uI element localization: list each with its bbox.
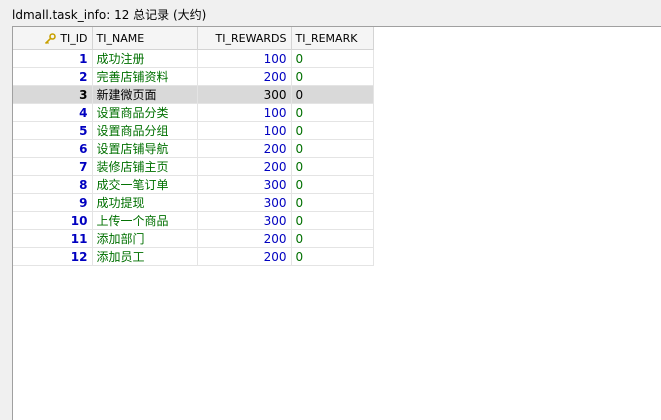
cell-ti-id[interactable]: 2: [13, 67, 93, 86]
cell-ti-rewards[interactable]: 300: [197, 193, 292, 212]
column-header-ti-rewards[interactable]: TI_REWARDS: [197, 27, 292, 50]
cell-ti-id[interactable]: 1: [13, 49, 93, 68]
cell-ti-rewards[interactable]: 200: [197, 247, 292, 266]
table-row[interactable]: 9 成功提现 300 0: [13, 193, 374, 212]
column-header-ti-name[interactable]: TI_NAME: [92, 27, 198, 50]
cell-ti-rewards[interactable]: 100: [197, 103, 292, 122]
column-header-label: TI_ID: [60, 31, 88, 45]
table-row[interactable]: 12 添加员工 200 0: [13, 247, 374, 266]
cell-ti-name[interactable]: 添加部门: [92, 229, 198, 248]
cell-ti-remark[interactable]: 0: [291, 139, 374, 158]
cell-ti-name[interactable]: 上传一个商品: [92, 211, 198, 230]
data-grid: TI_ID TI_NAME TI_REWARDS TI_REMARK 1 成功注册…: [13, 27, 374, 266]
cell-ti-id[interactable]: 6: [13, 139, 93, 158]
cell-ti-remark[interactable]: 0: [291, 211, 374, 230]
table-row[interactable]: 6 设置店铺导航 200 0: [13, 139, 374, 158]
cell-ti-id[interactable]: 3: [13, 85, 93, 104]
table-row[interactable]: 10 上传一个商品 300 0: [13, 211, 374, 230]
table-title: ldmall.task_info: 12 总记录 (大约): [12, 8, 207, 22]
cell-ti-id[interactable]: 7: [13, 157, 93, 176]
cell-ti-id[interactable]: 4: [13, 103, 93, 122]
cell-ti-rewards[interactable]: 100: [197, 49, 292, 68]
cell-ti-name[interactable]: 添加员工: [92, 247, 198, 266]
cell-ti-rewards[interactable]: 100: [197, 121, 292, 140]
cell-ti-name[interactable]: 设置店铺导航: [92, 139, 198, 158]
cell-ti-id[interactable]: 9: [13, 193, 93, 212]
cell-ti-remark[interactable]: 0: [291, 103, 374, 122]
table-row[interactable]: 11 添加部门 200 0: [13, 229, 374, 248]
cell-ti-id[interactable]: 10: [13, 211, 93, 230]
cell-ti-remark[interactable]: 0: [291, 85, 374, 104]
cell-ti-name[interactable]: 新建微页面: [92, 85, 198, 104]
cell-ti-rewards[interactable]: 300: [197, 211, 292, 230]
cell-ti-remark[interactable]: 0: [291, 121, 374, 140]
column-header-ti-remark[interactable]: TI_REMARK: [291, 27, 374, 50]
cell-ti-name[interactable]: 设置商品分组: [92, 121, 198, 140]
cell-ti-remark[interactable]: 0: [291, 175, 374, 194]
cell-ti-remark[interactable]: 0: [291, 247, 374, 266]
table-row[interactable]: 7 装修店铺主页 200 0: [13, 157, 374, 176]
cell-ti-remark[interactable]: 0: [291, 157, 374, 176]
cell-ti-rewards[interactable]: 200: [197, 67, 292, 86]
cell-ti-name[interactable]: 成交一笔订单: [92, 175, 198, 194]
cell-ti-remark[interactable]: 0: [291, 193, 374, 212]
header-row: TI_ID TI_NAME TI_REWARDS TI_REMARK: [13, 27, 374, 50]
table-row[interactable]: 4 设置商品分类 100 0: [13, 103, 374, 122]
table-row[interactable]: 3 新建微页面 300 0: [13, 85, 374, 104]
cell-ti-id[interactable]: 5: [13, 121, 93, 140]
column-header-ti-id[interactable]: TI_ID: [13, 27, 93, 50]
cell-ti-name[interactable]: 完善店铺资料: [92, 67, 198, 86]
cell-ti-remark[interactable]: 0: [291, 229, 374, 248]
cell-ti-id[interactable]: 8: [13, 175, 93, 194]
cell-ti-id[interactable]: 11: [13, 229, 93, 248]
cell-ti-rewards[interactable]: 200: [197, 229, 292, 248]
cell-ti-rewards[interactable]: 200: [197, 157, 292, 176]
cell-ti-id[interactable]: 12: [13, 247, 93, 266]
cell-ti-rewards[interactable]: 300: [197, 85, 292, 104]
cell-ti-rewards[interactable]: 200: [197, 139, 292, 158]
cell-ti-remark[interactable]: 0: [291, 49, 374, 68]
table-row[interactable]: 5 设置商品分组 100 0: [13, 121, 374, 140]
cell-ti-rewards[interactable]: 300: [197, 175, 292, 194]
cell-ti-name[interactable]: 设置商品分类: [92, 103, 198, 122]
data-grid-panel[interactable]: TI_ID TI_NAME TI_REWARDS TI_REMARK 1 成功注册…: [12, 26, 661, 420]
cell-ti-name[interactable]: 成功注册: [92, 49, 198, 68]
title-bar: ldmall.task_info: 12 总记录 (大约): [0, 0, 661, 26]
cell-ti-name[interactable]: 成功提现: [92, 193, 198, 212]
cell-ti-remark[interactable]: 0: [291, 67, 374, 86]
primary-key-icon: [44, 32, 57, 45]
cell-ti-name[interactable]: 装修店铺主页: [92, 157, 198, 176]
table-row[interactable]: 1 成功注册 100 0: [13, 49, 374, 68]
table-row[interactable]: 8 成交一笔订单 300 0: [13, 175, 374, 194]
table-row[interactable]: 2 完善店铺资料 200 0: [13, 67, 374, 86]
